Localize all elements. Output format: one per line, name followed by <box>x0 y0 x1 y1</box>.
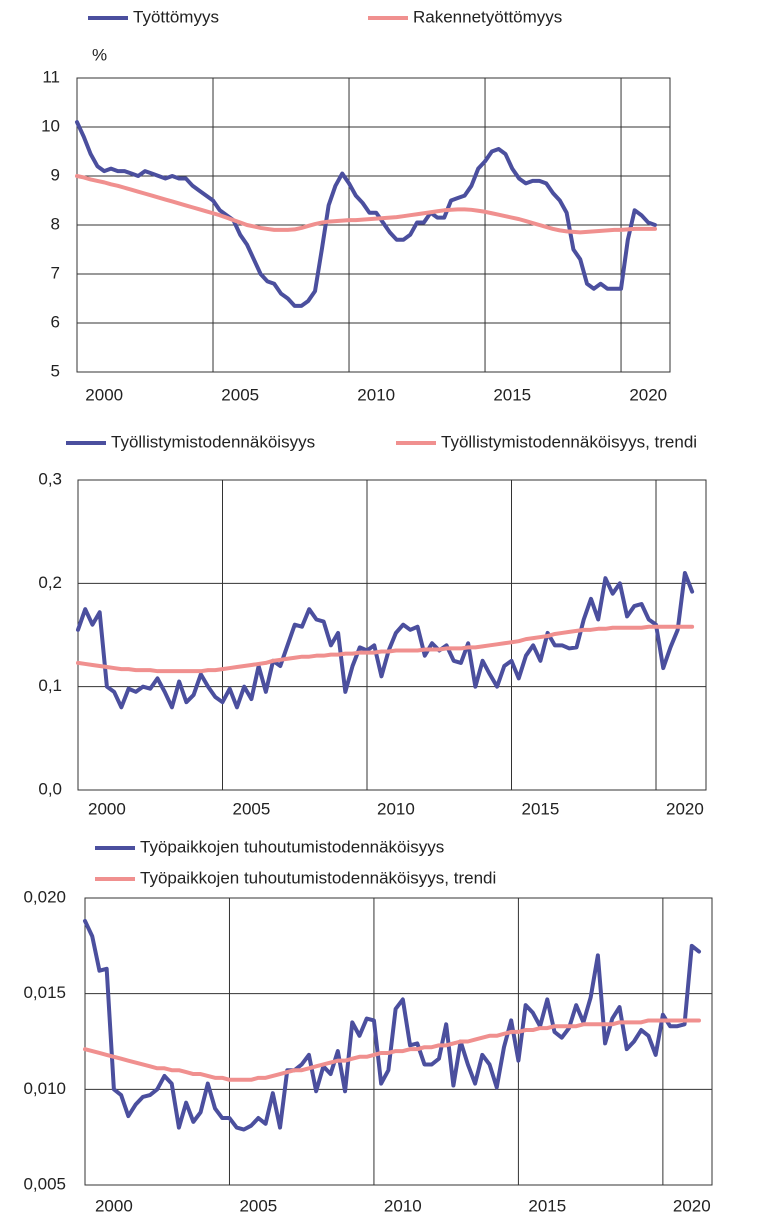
y-tick-label: 8 <box>51 214 60 233</box>
y-tick-label: 0,3 <box>38 469 62 488</box>
y-tick-label: 0,010 <box>23 1079 66 1098</box>
x-tick-label: 2020 <box>629 385 667 404</box>
y-tick-label: 10 <box>41 116 60 135</box>
plot-frame <box>84 897 713 1186</box>
data-line <box>75 174 658 235</box>
legend-label: Työllistymistodennäköisyys <box>111 432 315 451</box>
y-tick-label: 0,0 <box>38 779 62 798</box>
x-tick-label: 2000 <box>88 799 126 818</box>
legend-label: Työpaikkojen tuhoutumistodennäköisyys <box>140 837 444 856</box>
x-tick-label: 2020 <box>666 799 704 818</box>
y-tick-label: 0,005 <box>23 1174 66 1193</box>
x-tick-label: 2005 <box>221 385 259 404</box>
data-line <box>83 1018 701 1082</box>
plot-frame <box>77 479 707 791</box>
x-tick-label: 2010 <box>357 385 395 404</box>
y-tick-label: 0,015 <box>23 983 66 1002</box>
x-tick-label: 2010 <box>377 799 415 818</box>
y-tick-label: 0,2 <box>38 573 62 592</box>
y-tick-label: 7 <box>51 263 60 282</box>
data-line <box>76 571 695 710</box>
x-tick-label: 2020 <box>673 1196 711 1215</box>
x-tick-label: 2015 <box>493 385 531 404</box>
y-tick-label: 11 <box>42 67 60 86</box>
legend-label: Työllistymistodennäköisyys, trendi <box>441 432 697 451</box>
legend-label: Työpaikkojen tuhoutumistodennäköisyys, t… <box>140 868 496 887</box>
y-tick-label: 9 <box>51 165 60 184</box>
y-tick-label: 0,020 <box>23 887 66 906</box>
data-line <box>76 624 695 674</box>
plot-frame <box>76 77 671 373</box>
legend-label: Rakennetyöttömyys <box>413 7 562 26</box>
x-tick-label: 2010 <box>384 1196 422 1215</box>
x-tick-label: 2005 <box>232 799 270 818</box>
y-unit: % <box>92 45 107 64</box>
y-tick-label: 6 <box>51 312 60 331</box>
y-tick-label: 0,1 <box>38 676 62 695</box>
x-tick-label: 2000 <box>95 1196 133 1215</box>
x-tick-label: 2000 <box>85 385 123 404</box>
x-tick-label: 2005 <box>239 1196 277 1215</box>
legend-label: Työttömyys <box>133 7 219 26</box>
x-tick-label: 2015 <box>528 1196 566 1215</box>
data-line <box>83 918 701 1132</box>
y-tick-label: 5 <box>51 361 60 380</box>
data-line <box>75 120 658 308</box>
x-tick-label: 2015 <box>521 799 559 818</box>
